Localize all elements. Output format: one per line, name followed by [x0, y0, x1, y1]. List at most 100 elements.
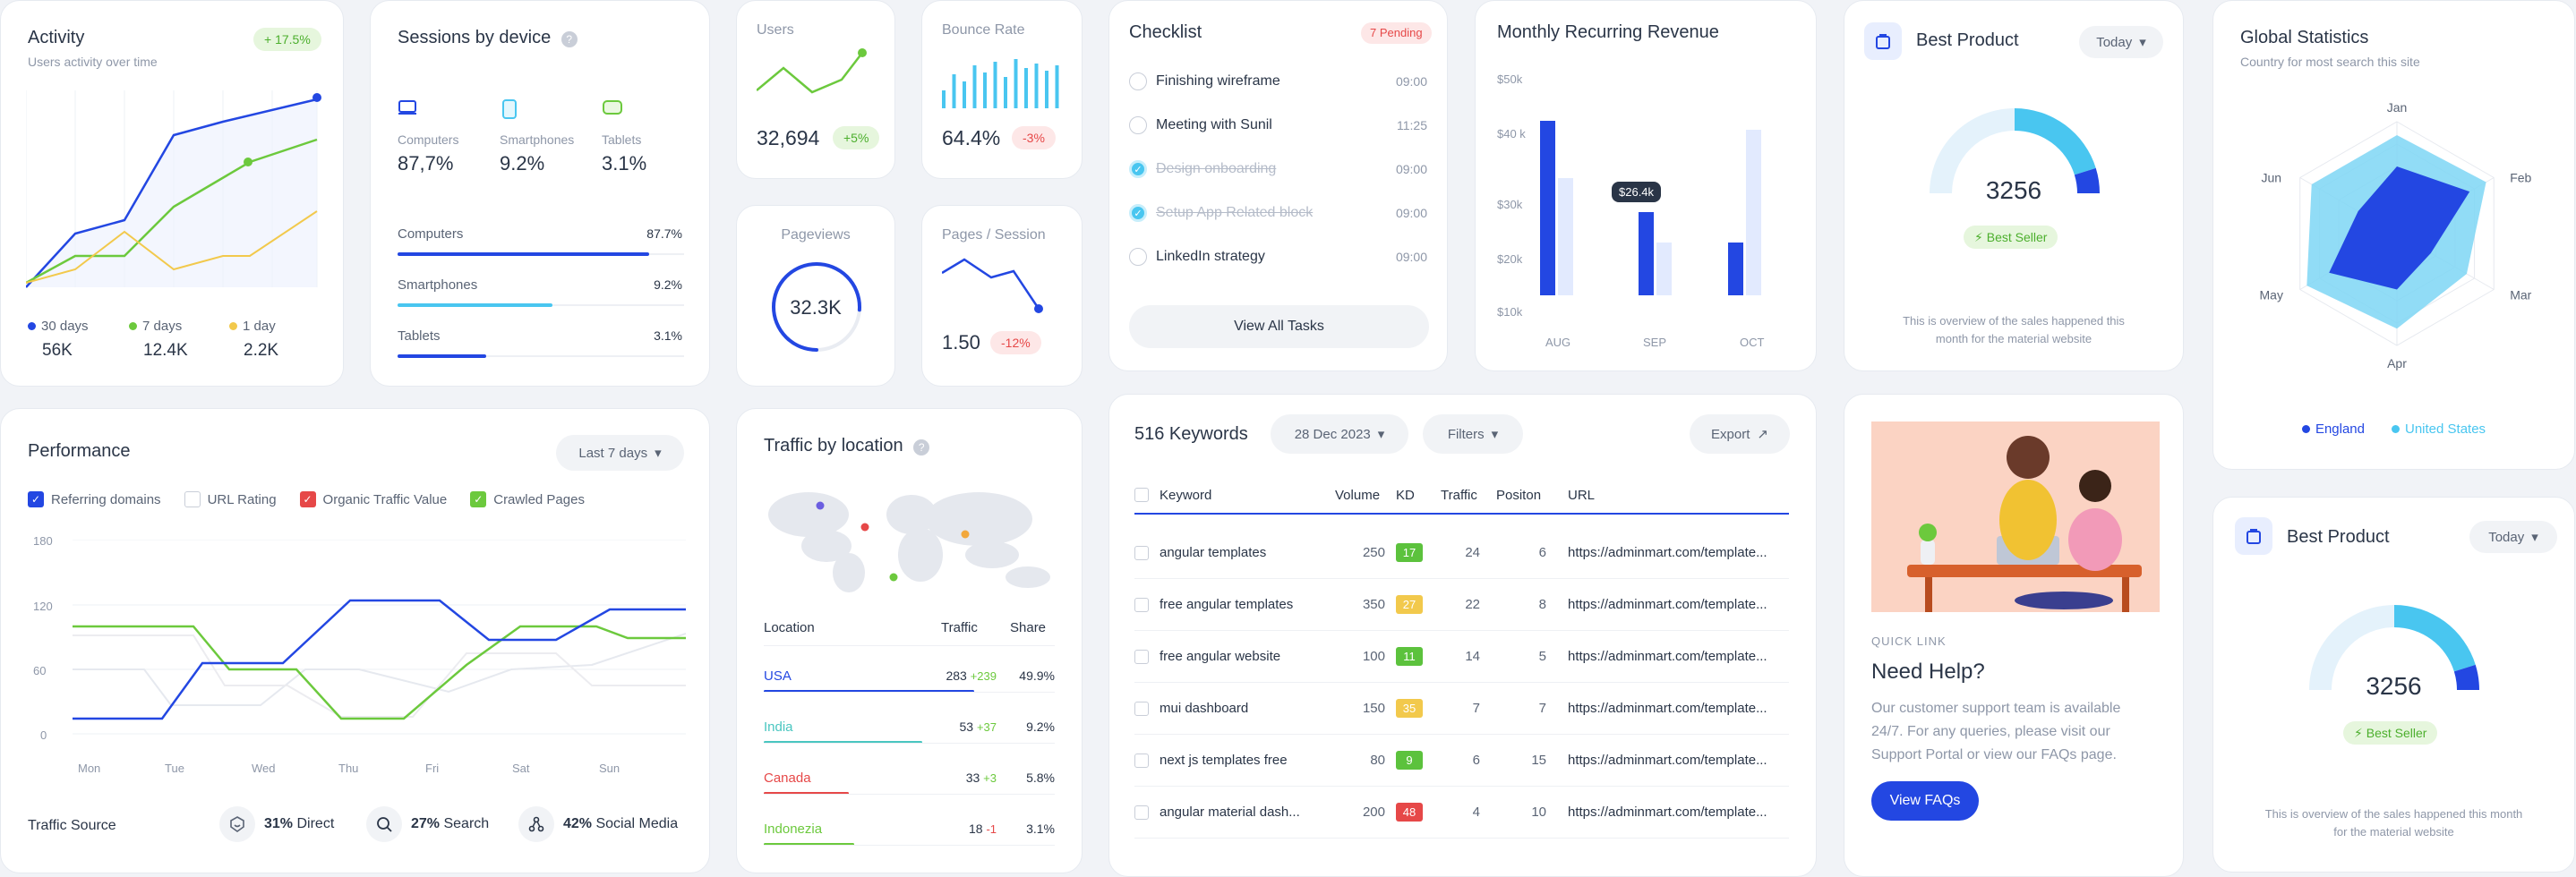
position-value: 8: [1538, 597, 1546, 612]
chevron-down-icon: ▾: [1377, 427, 1385, 442]
unchecked-circle-icon[interactable]: [1129, 72, 1147, 90]
url-link[interactable]: https://adminmart.com/template...: [1568, 753, 1767, 768]
best-product-gauge: [2309, 605, 2479, 690]
checklist-item[interactable]: ✓ Setup App Related block 09:00: [1129, 200, 1427, 226]
y-tick: $40 k: [1497, 127, 1526, 140]
date-select[interactable]: 28 Dec 2023 ▾: [1271, 414, 1408, 454]
keyword-row[interactable]: angular templates 250 17 24 6 https://adminma…: [1134, 527, 1789, 579]
bounce-bar: [1024, 68, 1028, 108]
filter-label: Organic Traffic Value: [322, 491, 448, 507]
tablet-icon: [603, 100, 622, 115]
share-value: 3.1%: [1026, 822, 1055, 836]
sessions-card: Sessions by device ? Computers 87,7% Sma…: [370, 0, 710, 387]
keyword-row[interactable]: next js templates free 80 9 6 15 https://admi…: [1134, 735, 1789, 787]
series-filter-checkbox[interactable]: ✓ Referring domains: [28, 491, 161, 507]
card-title: Sessions by device ?: [398, 28, 578, 48]
unchecked-circle-icon[interactable]: [1129, 248, 1147, 266]
position-value: 10: [1531, 805, 1546, 820]
kd-badge: 17: [1396, 543, 1423, 562]
radar-legend: England United States: [2213, 421, 2574, 437]
unchecked-circle-icon[interactable]: [1129, 116, 1147, 134]
row-checkbox[interactable]: [1134, 805, 1149, 820]
url-link[interactable]: https://adminmart.com/template...: [1568, 545, 1767, 560]
period-label: Today: [2096, 34, 2133, 50]
series-filter-checkbox[interactable]: URL Rating: [184, 491, 277, 507]
traffic-value: 22: [1465, 597, 1480, 612]
task-time: 11:25: [1397, 118, 1427, 132]
performance-card: Performance Last 7 days ▾ ✓ Referring doma…: [0, 408, 710, 873]
help-icon[interactable]: ?: [913, 439, 930, 456]
device-value: 3.1%: [602, 152, 647, 175]
radar-axis-label: Mar: [2510, 288, 2531, 302]
traffic-location-card: Traffic by location ? Location Traffic S…: [736, 408, 1083, 873]
url-link[interactable]: https://adminmart.com/template...: [1568, 597, 1767, 612]
change-badge: -3%: [1012, 126, 1056, 149]
view-all-tasks-button[interactable]: View All Tasks: [1129, 305, 1429, 348]
view-faqs-button[interactable]: View FAQs: [1871, 781, 1979, 821]
row-checkbox[interactable]: [1134, 701, 1149, 716]
row-checkbox[interactable]: [1134, 597, 1149, 612]
x-tick: OCT: [1740, 336, 1765, 349]
radar-axis-label: Jan: [2387, 100, 2408, 115]
export-button[interactable]: Export ↗: [1690, 414, 1790, 454]
series-filter-checkbox[interactable]: ✓ Organic Traffic Value: [299, 491, 448, 507]
activity-line-chart: [26, 90, 321, 288]
row-checkbox[interactable]: [1134, 545, 1149, 560]
x-tick: Sat: [512, 762, 530, 775]
checklist-item[interactable]: Meeting with Sunil 11:25: [1129, 113, 1427, 138]
keyword-row[interactable]: mui dashboard 150 35 7 7 https://adminmart.co…: [1134, 683, 1789, 735]
card-title-text: Sessions by device: [398, 28, 552, 47]
performance-line-chart: [73, 540, 687, 735]
row-checkbox[interactable]: [1134, 649, 1149, 664]
legend-value: 56K: [42, 341, 73, 360]
bounce-bar: [942, 90, 946, 108]
activity-card: Activity Users activity over time + 17.5…: [0, 0, 344, 387]
x-tick: Thu: [338, 762, 359, 775]
series-filter-checkbox[interactable]: ✓ Crawled Pages: [470, 491, 585, 507]
kd-cell: 27: [1396, 595, 1441, 614]
filters-select[interactable]: Filters ▾: [1423, 414, 1523, 454]
checklist-item[interactable]: ✓ Design onboarding 09:00: [1129, 157, 1427, 182]
country-label: USA: [764, 668, 792, 684]
keyword-row[interactable]: free angular website 100 11 14 5 https://admi…: [1134, 631, 1789, 683]
y-tick: 60: [33, 664, 47, 677]
select-all-checkbox[interactable]: [1134, 488, 1149, 502]
traffic-count: 283: [946, 668, 967, 683]
gauge-segment: [2074, 167, 2100, 193]
source-search: 27% Search: [366, 806, 489, 842]
checklist-item[interactable]: LinkedIn strategy 09:00: [1129, 244, 1427, 269]
task-label: Setup App Related block: [1156, 205, 1314, 220]
session-bar-label: Tablets: [398, 328, 441, 344]
volume-value: 250: [1362, 545, 1385, 560]
date-range-select[interactable]: Last 7 days ▾: [556, 435, 684, 471]
checked-circle-icon[interactable]: ✓: [1129, 204, 1147, 222]
x-tick: AUG: [1545, 336, 1571, 349]
checked-circle-icon[interactable]: ✓: [1129, 160, 1147, 178]
help-icon[interactable]: ?: [561, 31, 578, 47]
global-statistics-card: Global Statistics Country for most searc…: [2212, 0, 2575, 470]
bounce-bar: [1045, 71, 1048, 108]
radar-axis-label: Feb: [2510, 171, 2531, 185]
share-bar: [764, 741, 922, 744]
row-checkbox[interactable]: [1134, 753, 1149, 768]
x-tick: Mon: [78, 762, 101, 775]
url-link[interactable]: https://adminmart.com/template...: [1568, 701, 1767, 716]
eyebrow-label: QUICK LINK: [1871, 634, 1947, 648]
traffic-value: 33 +3: [929, 771, 997, 785]
col-url: URL: [1568, 487, 1596, 503]
chevron-down-icon: ▾: [1491, 427, 1499, 442]
source-pct: 27%: [411, 816, 441, 831]
checklist-item[interactable]: Finishing wireframe 09:00: [1129, 69, 1427, 94]
external-link-icon: ↗: [1757, 427, 1768, 442]
url-link[interactable]: https://adminmart.com/template...: [1568, 649, 1767, 664]
keyword-row[interactable]: free angular templates 350 27 22 8 https://ad…: [1134, 579, 1789, 631]
url-link[interactable]: https://adminmart.com/template...: [1568, 805, 1767, 820]
keyword-row[interactable]: angular material dash... 200 48 4 10 https://…: [1134, 787, 1789, 839]
task-time: 09:00: [1395, 250, 1427, 264]
card-title: Users: [757, 22, 794, 38]
period-select[interactable]: Today ▾: [2469, 521, 2557, 553]
metric-value: 3256: [2366, 672, 2422, 700]
x-tick: Fri: [425, 762, 440, 775]
period-select[interactable]: Today ▾: [2079, 26, 2163, 58]
kd-badge: 35: [1396, 699, 1423, 718]
